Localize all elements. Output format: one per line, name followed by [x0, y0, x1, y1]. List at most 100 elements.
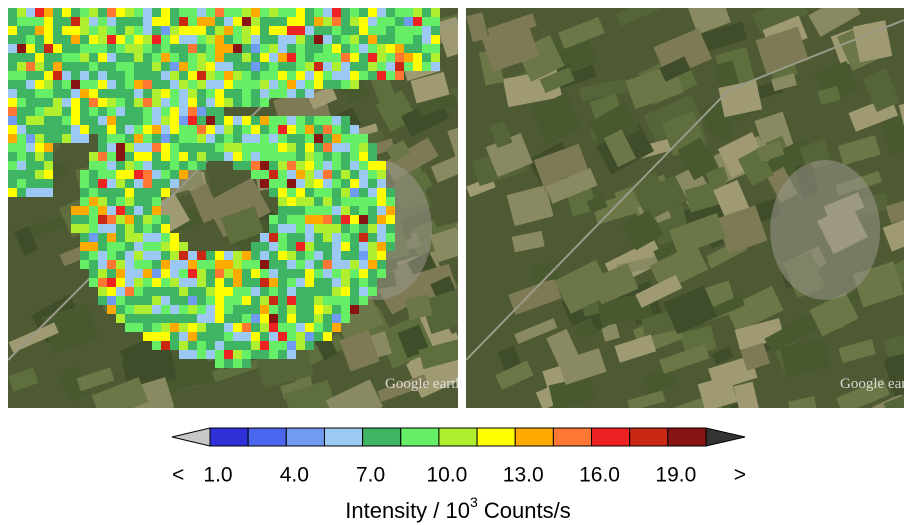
overlay-cell	[107, 125, 116, 134]
overlay-cell	[188, 296, 197, 305]
overlay-cell	[251, 26, 260, 35]
overlay-cell	[368, 161, 377, 170]
overlay-cell	[179, 89, 188, 98]
overlay-cell	[206, 71, 215, 80]
overlay-cell	[89, 98, 98, 107]
overlay-cell	[296, 8, 305, 17]
overlay-cell	[35, 89, 44, 98]
overlay-cell	[197, 107, 206, 116]
overlay-cell	[377, 188, 386, 197]
overlay-cell	[152, 224, 161, 233]
overlay-cell	[332, 242, 341, 251]
overlay-cell	[242, 305, 251, 314]
overlay-cell	[8, 89, 17, 98]
overlay-cell	[233, 152, 242, 161]
overlay-cell	[422, 26, 431, 35]
overlay-cell	[116, 278, 125, 287]
overlay-cell	[98, 278, 107, 287]
overlay-cell	[206, 17, 215, 26]
overlay-cell	[17, 188, 26, 197]
overlay-cell	[368, 35, 377, 44]
overlay-cell	[341, 62, 350, 71]
overlay-cell	[323, 143, 332, 152]
overlay-cell	[296, 287, 305, 296]
overlay-cell	[107, 188, 116, 197]
overlay-cell	[89, 269, 98, 278]
overlay-cell	[179, 71, 188, 80]
overlay-cell	[224, 89, 233, 98]
overlay-cell	[188, 305, 197, 314]
overlay-cell	[8, 35, 17, 44]
overlay-cell	[251, 80, 260, 89]
overlay-cell	[341, 8, 350, 17]
overlay-cell	[134, 152, 143, 161]
overlay-cell	[44, 116, 53, 125]
figure: Google earth Google earth < > Intensity …	[0, 0, 904, 525]
overlay-cell	[53, 8, 62, 17]
overlay-cell	[287, 17, 296, 26]
overlay-cell	[278, 89, 287, 98]
overlay-cell	[233, 161, 242, 170]
overlay-cell	[143, 143, 152, 152]
overlay-cell	[368, 8, 377, 17]
overlay-cell	[179, 161, 188, 170]
overlay-cell	[8, 17, 17, 26]
overlay-cell	[116, 260, 125, 269]
overlay-cell	[179, 125, 188, 134]
overlay-cell	[251, 323, 260, 332]
overlay-cell	[125, 161, 134, 170]
overlay-cell	[170, 323, 179, 332]
overlay-cell	[179, 296, 188, 305]
overlay-cell	[116, 107, 125, 116]
overlay-cell	[233, 350, 242, 359]
overlay-cell	[116, 197, 125, 206]
overlay-cell	[215, 53, 224, 62]
overlay-cell	[89, 260, 98, 269]
overlay-cell	[359, 215, 368, 224]
overlay-cell	[152, 125, 161, 134]
overlay-cell	[413, 35, 422, 44]
overlay-cell	[233, 62, 242, 71]
overlay-cell	[314, 251, 323, 260]
overlay-cell	[368, 53, 377, 62]
overlay-cell	[161, 98, 170, 107]
overlay-cell	[80, 116, 89, 125]
overlay-cell	[170, 251, 179, 260]
overlay-cell	[215, 152, 224, 161]
overlay-cell	[44, 161, 53, 170]
overlay-cell	[278, 206, 287, 215]
overlay-cell	[152, 197, 161, 206]
overlay-cell	[116, 170, 125, 179]
overlay-cell	[125, 35, 134, 44]
overlay-cell	[89, 116, 98, 125]
overlay-cell	[125, 80, 134, 89]
overlay-cell	[368, 17, 377, 26]
overlay-cell	[215, 251, 224, 260]
overlay-cell	[197, 71, 206, 80]
overlay-cell	[107, 116, 116, 125]
overlay-cell	[323, 332, 332, 341]
overlay-cell	[269, 62, 278, 71]
overlay-cell	[305, 206, 314, 215]
overlay-cell	[269, 278, 278, 287]
overlay-cell	[53, 62, 62, 71]
overlay-cell	[332, 287, 341, 296]
overlay-cell	[260, 44, 269, 53]
overlay-cell	[386, 242, 395, 251]
overlay-cell	[296, 332, 305, 341]
overlay-cell	[269, 179, 278, 188]
overlay-cell	[152, 269, 161, 278]
overlay-cell	[188, 8, 197, 17]
overlay-cell	[224, 71, 233, 80]
overlay-cell	[242, 296, 251, 305]
overlay-cell	[125, 62, 134, 71]
overlay-cell	[269, 188, 278, 197]
overlay-cell	[8, 98, 17, 107]
overlay-cell	[206, 35, 215, 44]
overlay-cell	[161, 62, 170, 71]
overlay-cell	[107, 53, 116, 62]
overlay-cell	[125, 179, 134, 188]
overlay-cell	[188, 341, 197, 350]
overlay-cell	[107, 242, 116, 251]
overlay-cell	[260, 89, 269, 98]
